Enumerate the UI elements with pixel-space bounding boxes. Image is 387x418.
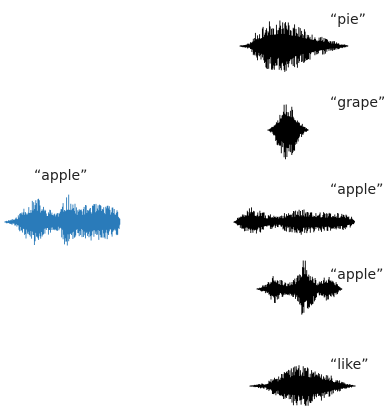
query-waveform xyxy=(4,194,121,246)
candidate-word-label: “grape” xyxy=(330,95,386,111)
candidate-waveform-trace xyxy=(249,365,356,406)
candidate-word-label: “pie” xyxy=(330,12,366,28)
candidate-word-label: “apple” xyxy=(330,182,384,198)
query-waveform-trace xyxy=(4,194,121,246)
candidate-waveform-trace xyxy=(239,20,349,72)
candidate-waveform xyxy=(239,20,349,72)
candidate-waveform xyxy=(256,260,343,315)
candidate-waveform-trace xyxy=(256,260,343,315)
candidate-word-label: “apple” xyxy=(330,267,384,283)
candidate-waveform-trace xyxy=(233,207,355,235)
candidate-waveform xyxy=(249,365,356,406)
candidate-waveform xyxy=(233,207,355,235)
candidate-word-label: “like” xyxy=(330,357,369,373)
candidate-waveform-trace xyxy=(267,104,309,160)
candidate-waveform xyxy=(267,104,309,160)
query-word-label: “apple” xyxy=(34,168,88,184)
